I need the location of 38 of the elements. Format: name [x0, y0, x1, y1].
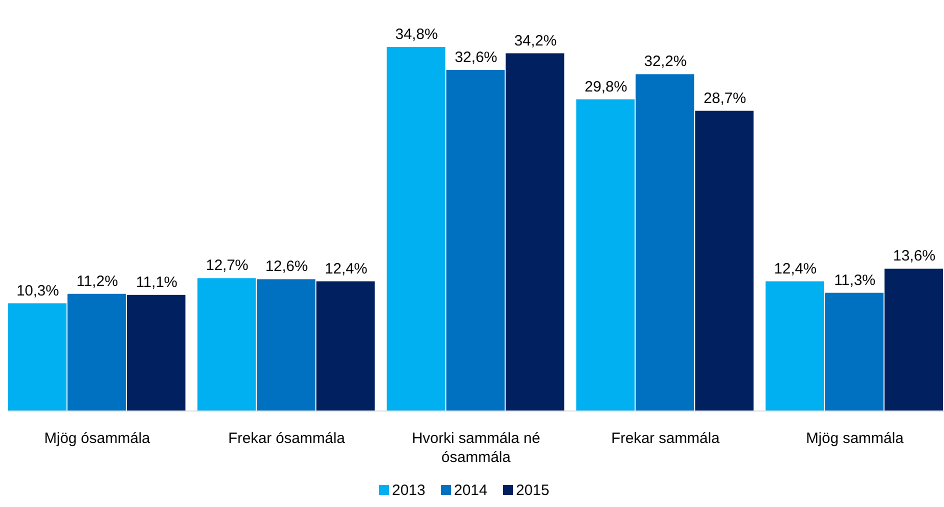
- data-label: 11,2%: [76, 272, 118, 290]
- bar: [256, 279, 316, 411]
- bar: [506, 53, 564, 411]
- data-label: 34,8%: [395, 26, 438, 43]
- data-label: 11,1%: [136, 274, 178, 291]
- bar: [8, 303, 66, 411]
- data-label: 32,6%: [454, 49, 498, 66]
- data-label: 12,4%: [324, 260, 368, 278]
- bar: [446, 70, 505, 411]
- bar: [126, 294, 186, 411]
- legend-label: 2014: [454, 482, 488, 499]
- data-label: 12,7%: [206, 257, 248, 274]
- data-label: 29,8%: [584, 78, 628, 96]
- bar: [636, 74, 694, 411]
- bar: [197, 278, 256, 411]
- bar: [386, 47, 446, 411]
- data-label: 34,2%: [514, 32, 557, 50]
- data-label: 12,6%: [265, 258, 308, 276]
- bar: [825, 292, 884, 411]
- bar: [766, 281, 824, 411]
- data-label: 12,4%: [774, 260, 817, 278]
- bar: [695, 110, 754, 411]
- x-tick-label: Frekar sammála: [611, 430, 720, 447]
- data-label: 13,6%: [892, 248, 936, 265]
- data-label: 28,7%: [704, 90, 746, 107]
- bar: [316, 281, 375, 411]
- bar: [576, 99, 635, 411]
- bar: [67, 294, 126, 411]
- x-tick-label: Mjög ósammála: [44, 430, 151, 447]
- x-tick-label: Hvorki sammála né ósammála: [412, 430, 540, 466]
- legend-label: 2013: [392, 482, 426, 499]
- x-tick-label: Mjög sammála: [806, 430, 904, 447]
- x-tick-label: Frekar ósammála: [228, 430, 346, 447]
- data-label: 11,3%: [834, 272, 876, 289]
- bar: [884, 268, 943, 411]
- data-label: 32,2%: [644, 53, 687, 70]
- data-label: 10,3%: [16, 282, 60, 300]
- legend-label: 2015: [516, 482, 550, 499]
